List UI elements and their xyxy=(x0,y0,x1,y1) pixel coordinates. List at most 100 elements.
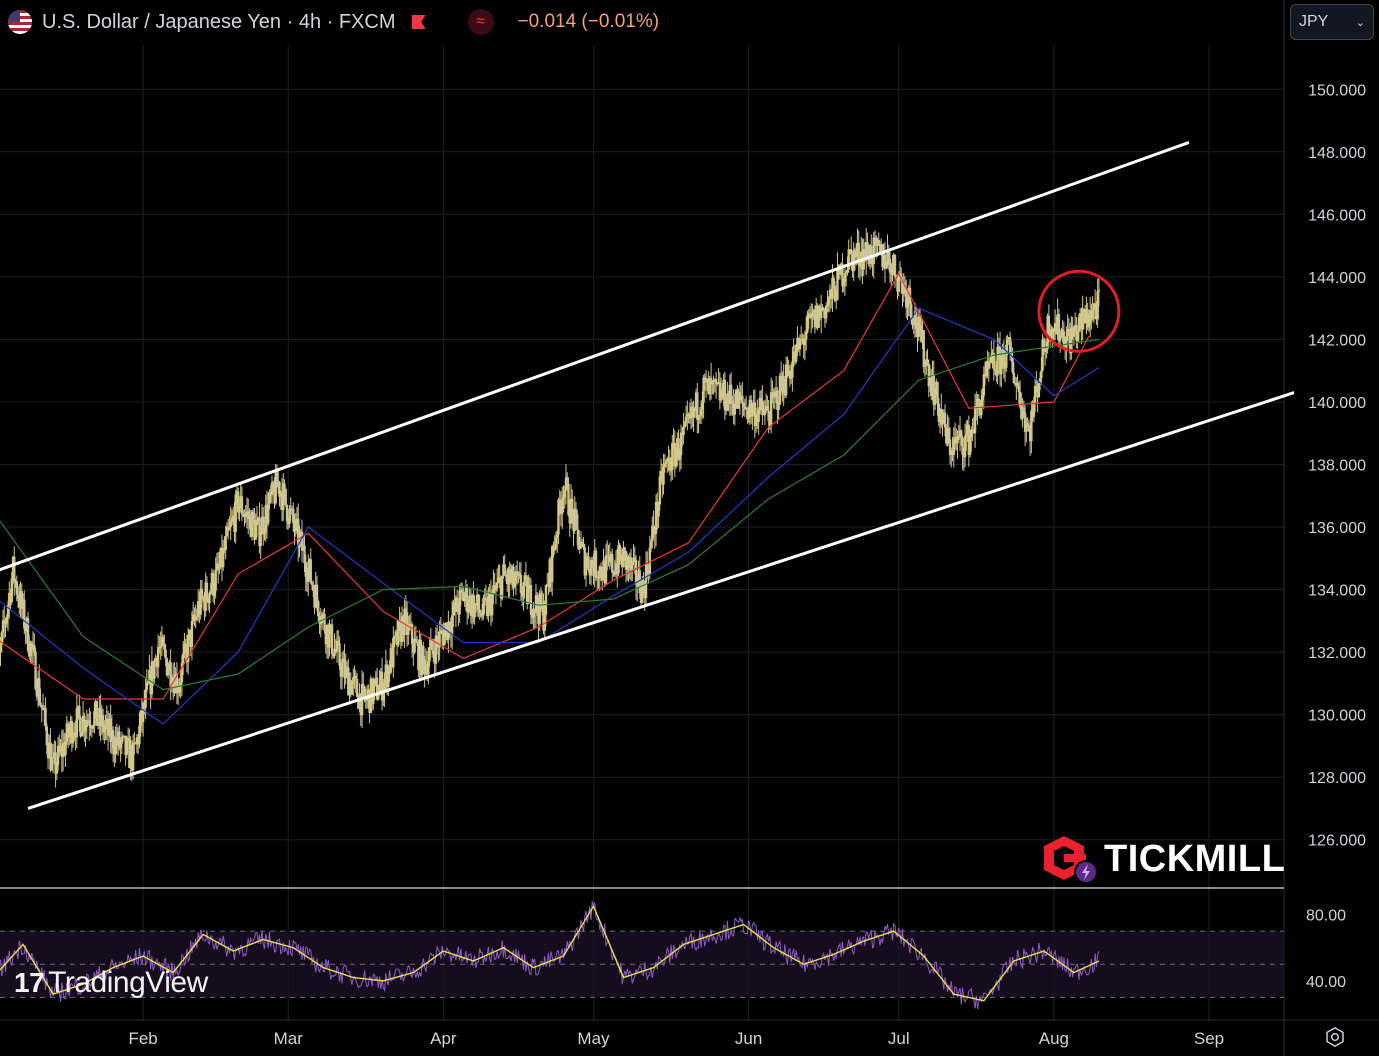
candle-body xyxy=(134,743,137,745)
candle xyxy=(198,591,201,624)
candle-body xyxy=(666,459,669,462)
candle-body xyxy=(63,742,66,755)
candle xyxy=(342,650,345,663)
candle xyxy=(1066,314,1069,341)
candle-body xyxy=(194,616,197,621)
candle xyxy=(722,373,725,407)
candle-body xyxy=(955,437,958,444)
candle xyxy=(31,631,35,664)
candle xyxy=(688,402,692,424)
candle xyxy=(474,603,478,613)
candle xyxy=(965,420,968,451)
candle-body xyxy=(888,258,892,273)
candle-body xyxy=(942,412,945,420)
candle-body xyxy=(125,738,129,755)
candle-body xyxy=(230,518,234,522)
candle xyxy=(831,264,834,312)
candle-body xyxy=(189,629,192,647)
candle-body xyxy=(966,424,969,435)
candle-body xyxy=(11,556,15,579)
candle xyxy=(49,728,52,773)
candle-body xyxy=(209,590,212,594)
candle xyxy=(972,417,976,434)
candle xyxy=(440,623,444,649)
currency-select[interactable]: JPY ⌄ xyxy=(1290,4,1374,40)
candle-body xyxy=(973,406,977,434)
candle xyxy=(219,547,222,569)
candle xyxy=(734,388,738,409)
candle-body xyxy=(789,377,793,379)
candle-body xyxy=(978,406,982,416)
candle-body xyxy=(733,406,737,415)
candle xyxy=(23,590,26,635)
symbol-title[interactable]: U.S. Dollar / Japanese Yen · 4h · FXCM xyxy=(42,10,396,33)
candle xyxy=(308,558,311,580)
candle-body xyxy=(544,584,548,615)
candle-body xyxy=(754,413,758,426)
candle xyxy=(847,239,850,273)
candle xyxy=(434,627,438,674)
candle-body xyxy=(617,544,620,574)
candle-body xyxy=(232,515,235,519)
candle-body xyxy=(363,686,366,697)
candle-body xyxy=(706,378,709,382)
candle xyxy=(776,387,779,425)
candle xyxy=(917,309,920,342)
candle xyxy=(60,730,64,773)
candle xyxy=(982,366,986,409)
candle-body xyxy=(967,424,971,455)
candle-body xyxy=(524,575,528,578)
candle xyxy=(181,640,185,676)
candle-body xyxy=(527,589,530,604)
candle-body xyxy=(383,678,386,692)
candle-body xyxy=(688,415,692,419)
candle xyxy=(617,539,620,577)
candle-body xyxy=(561,499,564,515)
candle xyxy=(1051,326,1054,348)
candle xyxy=(946,414,949,447)
flag-marker-icon[interactable] xyxy=(410,13,428,31)
candle xyxy=(378,670,381,696)
candle-body xyxy=(1083,319,1087,324)
candle-body xyxy=(1036,386,1039,398)
candle xyxy=(61,729,65,772)
candle-body xyxy=(444,623,448,631)
candle xyxy=(973,394,977,448)
candle-body xyxy=(841,263,844,287)
candle xyxy=(766,395,769,412)
tickmill-watermark: TICKMILL xyxy=(1040,834,1285,884)
candle-body xyxy=(54,752,57,774)
candle-body xyxy=(358,693,361,709)
candle-body xyxy=(173,677,176,694)
rsi-line xyxy=(0,901,1100,1009)
candle-body xyxy=(224,536,227,551)
candle xyxy=(784,356,788,398)
candle-body xyxy=(1016,383,1019,386)
candle xyxy=(897,271,900,297)
candle xyxy=(488,584,491,613)
candle xyxy=(599,562,603,582)
candle xyxy=(921,319,924,349)
candle-body xyxy=(153,660,156,679)
candle-body xyxy=(417,642,420,671)
candle-body xyxy=(528,584,531,590)
candle-body xyxy=(292,508,295,523)
candle xyxy=(419,633,423,679)
candle xyxy=(976,393,979,425)
candle-body xyxy=(218,566,221,570)
candle-body xyxy=(559,505,563,515)
gear-icon[interactable] xyxy=(1318,1020,1352,1054)
candle xyxy=(1015,377,1018,401)
candle-body xyxy=(1033,386,1037,403)
indicator-icon[interactable]: ≈ xyxy=(467,9,494,35)
candle xyxy=(673,430,677,478)
candle xyxy=(676,432,679,467)
candle-body xyxy=(136,737,140,745)
candle xyxy=(807,309,810,329)
candle xyxy=(1045,341,1048,359)
candle xyxy=(867,244,870,267)
candle xyxy=(64,732,67,767)
candle xyxy=(357,695,360,710)
candle-body xyxy=(1046,315,1049,350)
